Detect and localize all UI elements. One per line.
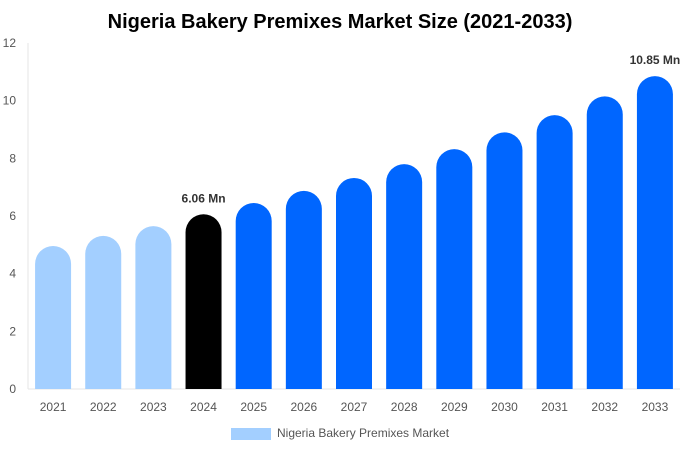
x-tick-label: 2031 — [541, 400, 568, 414]
y-tick-label: 0 — [9, 382, 16, 396]
y-tick-label: 2 — [9, 324, 16, 338]
x-tick-label: 2023 — [140, 400, 167, 414]
y-tick-label: 8 — [9, 151, 16, 165]
legend-swatch[interactable] — [231, 428, 271, 440]
y-tick-label: 6 — [9, 209, 16, 223]
x-tick-label: 2026 — [290, 400, 317, 414]
x-tick-label: 2021 — [40, 400, 67, 414]
y-tick-label: 4 — [9, 267, 16, 281]
chart-title: Nigeria Bakery Premixes Market Size (202… — [108, 11, 573, 33]
x-tick-label: 2027 — [341, 400, 368, 414]
legend-label[interactable]: Nigeria Bakery Premixes Market — [277, 426, 450, 440]
x-tick-label: 2028 — [391, 400, 418, 414]
bar-2032[interactable] — [586, 96, 623, 389]
bar-2027[interactable] — [336, 177, 372, 389]
y-tick-label: 10 — [3, 94, 17, 108]
y-tick-label: 12 — [3, 36, 17, 50]
x-tick-label: 2024 — [190, 400, 217, 414]
bar-2030[interactable] — [486, 132, 523, 389]
bar-2031[interactable] — [536, 115, 573, 390]
bar-2026[interactable] — [285, 190, 322, 389]
bar-2024[interactable] — [185, 214, 222, 389]
bar-2021[interactable] — [35, 245, 72, 389]
x-tick-label: 2032 — [591, 400, 618, 414]
x-tick-label: 2029 — [441, 400, 468, 414]
bar-2028[interactable] — [386, 164, 423, 389]
x-tick-label: 2022 — [90, 400, 117, 414]
bar-2023[interactable] — [135, 226, 172, 389]
x-tick-label: 2025 — [240, 400, 267, 414]
data-label-2024: 6.06 Mn — [182, 191, 226, 205]
bar-2029[interactable] — [436, 149, 473, 389]
data-label-2033: 10.85 Mn — [630, 53, 680, 67]
bar-2022[interactable] — [85, 235, 122, 389]
bar-2025[interactable] — [235, 203, 272, 389]
bar-2033[interactable] — [636, 76, 673, 390]
x-tick-label: 2030 — [491, 400, 518, 414]
x-tick-label: 2033 — [642, 400, 669, 414]
